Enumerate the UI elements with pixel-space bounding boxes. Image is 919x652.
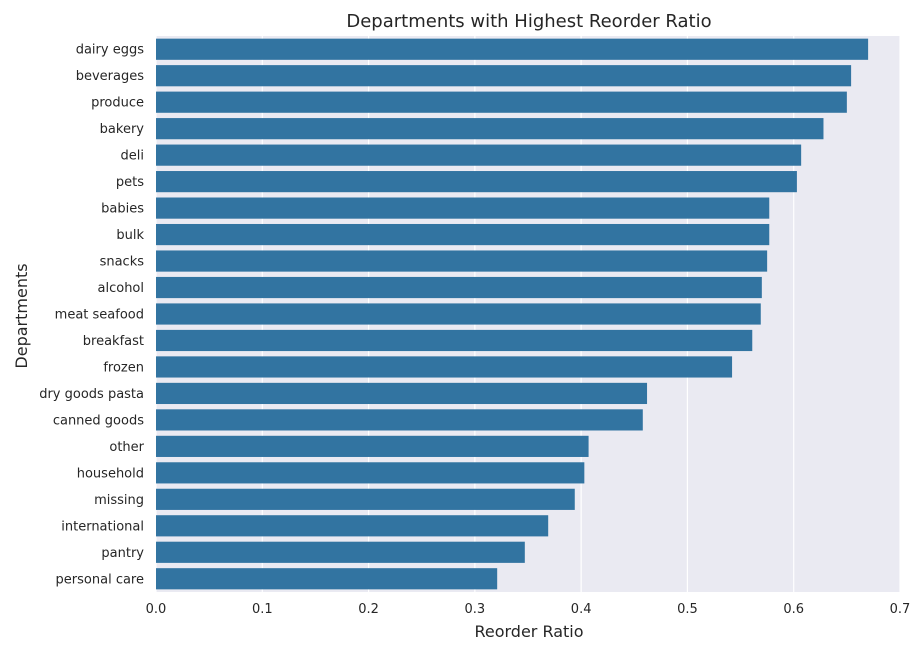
bar-international [156, 515, 549, 537]
bar-canned-goods [156, 409, 643, 431]
bar-snacks [156, 250, 768, 272]
y-tick-label: dairy eggs [76, 43, 145, 58]
bar-babies [156, 197, 770, 219]
x-tick-label: 0.0 [146, 602, 167, 617]
y-tick-label: pets [116, 175, 144, 190]
bar-deli [156, 144, 802, 166]
y-tick-label: meat seafood [55, 308, 144, 323]
bar-breakfast [156, 329, 753, 352]
y-tick-label: other [109, 440, 144, 455]
bar-dry-goods-pasta [156, 382, 648, 405]
bar-pets [156, 171, 797, 193]
y-tick-labels: dairy eggs beverages produce bakery deli pets… [39, 43, 144, 588]
y-tick-label: deli [121, 149, 144, 164]
bar-other [156, 435, 589, 457]
x-tick-label: 0.3 [465, 602, 486, 617]
bar-personal-care [156, 568, 498, 590]
y-tick-label: bakery [100, 122, 145, 137]
bar-missing [156, 488, 575, 510]
bar-alcohol [156, 276, 762, 299]
bar-produce [156, 91, 847, 113]
chart-title: Departments with Highest Reorder Ratio [346, 11, 711, 32]
x-tick-label: 0.1 [252, 602, 273, 617]
x-tick-label: 0.2 [358, 602, 379, 617]
x-axis-label: Reorder Ratio [474, 622, 583, 641]
y-tick-label: produce [91, 96, 144, 111]
y-axis-label: Departments [12, 263, 31, 368]
y-tick-label: babies [101, 202, 144, 217]
y-tick-label: household [77, 466, 144, 481]
y-tick-label: alcohol [98, 281, 144, 296]
bar-beverages [156, 65, 852, 87]
bar-household [156, 462, 585, 484]
y-tick-label: dry goods pasta [39, 387, 144, 402]
x-tick-label: 0.4 [571, 602, 592, 617]
y-tick-label: snacks [100, 255, 145, 270]
x-tick-labels: 0.0 0.1 0.2 0.3 0.4 0.5 0.6 0.7 [146, 602, 911, 617]
y-tick-label: pantry [101, 546, 144, 561]
y-tick-label: personal care [56, 572, 144, 587]
y-tick-label: beverages [76, 69, 145, 84]
x-tick-label: 0.5 [677, 602, 698, 617]
bar-pantry [156, 541, 525, 563]
bar-dairy-eggs [156, 38, 869, 60]
y-tick-label: frozen [103, 360, 144, 375]
x-tick-label: 0.6 [783, 602, 804, 617]
bar-bakery [156, 118, 824, 140]
y-tick-label: breakfast [83, 334, 144, 349]
x-tick-label: 0.7 [890, 602, 911, 617]
y-tick-label: bulk [116, 228, 144, 243]
y-tick-label: international [61, 519, 144, 534]
bar-frozen [156, 356, 733, 378]
bar-bulk [156, 223, 770, 246]
y-tick-label: canned goods [53, 413, 144, 428]
bars [156, 38, 869, 590]
y-tick-label: missing [94, 493, 144, 508]
bar-meat-seafood [156, 303, 761, 325]
